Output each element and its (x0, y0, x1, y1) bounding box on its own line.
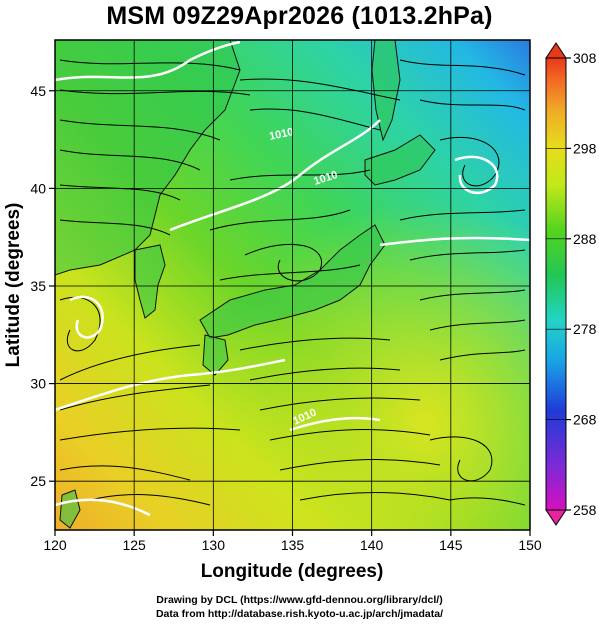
colorbar: 258 268 278 288 298 308 (545, 42, 597, 526)
x-tick-label: 130 (202, 537, 226, 553)
x-tick-label: 140 (360, 537, 384, 553)
colorbar-ticks: 258 268 278 288 298 308 (546, 50, 597, 518)
colorbar-body (545, 57, 567, 511)
isobar-west-loop (69, 295, 104, 339)
isobars (55, 40, 530, 517)
isobar-se-low (454, 155, 499, 195)
y-axis-label: Latitude (degrees) (3, 203, 24, 368)
isobar-north (55, 40, 241, 82)
colorbar-tick-label: 298 (573, 140, 597, 156)
colorbar-tick-label: 278 (573, 321, 597, 337)
sakhalin (371, 40, 401, 142)
colorbar-tick-label: 268 (573, 412, 597, 428)
korean-peninsula (134, 244, 166, 319)
isobar-central (169, 119, 381, 232)
y-tick-label: 35 (30, 278, 46, 294)
kyushu (202, 334, 229, 376)
y-tick-label: 45 (30, 83, 46, 99)
isobar-south (289, 416, 381, 432)
colorbar-top-arrow (545, 42, 567, 59)
wind-streamlines (59, 59, 526, 506)
credit-line-1: Drawing by DCL (https://www.gfd-dennou.o… (156, 594, 443, 606)
x-axis-label: Longitude (degrees) (201, 561, 384, 582)
y-tick-label: 40 (30, 180, 46, 196)
isobar-lower (55, 498, 151, 517)
colorbar-tick-label: 288 (573, 231, 597, 247)
x-tick-label: 135 (281, 537, 305, 553)
y-tick-label: 30 (30, 376, 46, 392)
isobar-label: 1010 (268, 126, 294, 143)
map-title: MSM 09Z29Apr2026 (1013.2hPa) (106, 2, 493, 30)
taiwan (59, 489, 81, 529)
x-axis: 120 125 130 135 140 145 150 (43, 530, 542, 553)
grid-lines (55, 40, 530, 530)
isobar-east (379, 236, 530, 247)
x-tick-label: 145 (439, 537, 463, 553)
hokkaido (364, 134, 436, 186)
colorbar-tick-label: 258 (573, 502, 597, 518)
y-axis: 25 30 35 40 45 (30, 83, 55, 489)
isobar-southwest (55, 358, 286, 412)
colorbar-bottom-arrow (545, 509, 567, 526)
x-tick-label: 125 (122, 537, 146, 553)
map-plot-area: 1010 1010 1010 (55, 40, 530, 530)
credit-line-2: Data from http://database.rish.kyoto-u.a… (155, 608, 444, 620)
x-tick-label: 150 (518, 537, 542, 553)
colorbar-tick-label: 308 (573, 50, 597, 66)
y-tick-label: 25 (30, 473, 46, 489)
x-tick-label: 120 (43, 537, 67, 553)
